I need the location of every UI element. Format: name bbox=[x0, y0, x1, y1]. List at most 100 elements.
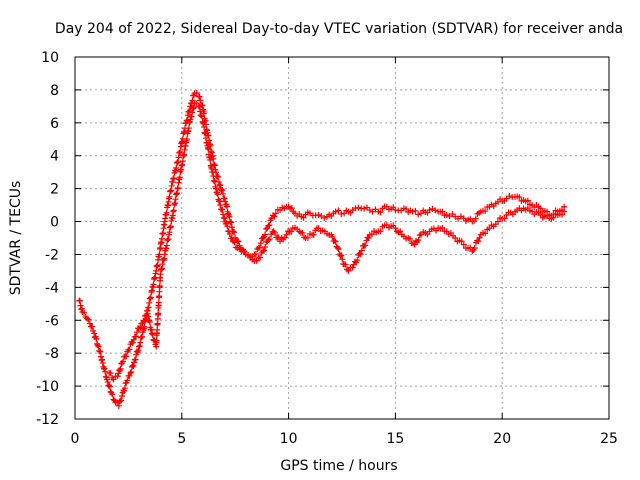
data-point bbox=[257, 254, 264, 261]
data-point bbox=[377, 209, 384, 216]
data-point bbox=[99, 360, 106, 367]
data-point bbox=[216, 197, 223, 204]
x-tick-label: 20 bbox=[493, 431, 511, 447]
chart-title: Day 204 of 2022, Sidereal Day-to-day VTE… bbox=[55, 21, 623, 37]
data-point bbox=[270, 228, 277, 235]
data-point bbox=[163, 242, 170, 249]
data-point bbox=[432, 207, 439, 214]
data-point bbox=[197, 97, 204, 104]
data-point bbox=[93, 335, 100, 342]
data-point bbox=[102, 368, 109, 375]
data-point bbox=[139, 333, 146, 340]
data-point bbox=[214, 191, 221, 198]
data-point bbox=[321, 214, 328, 221]
data-point bbox=[338, 252, 345, 259]
data-point bbox=[127, 369, 134, 376]
data-point bbox=[170, 175, 177, 182]
data-point bbox=[205, 146, 212, 153]
data-point bbox=[99, 356, 106, 363]
data-point bbox=[147, 294, 154, 301]
data-point bbox=[163, 209, 170, 216]
data-point bbox=[406, 235, 413, 242]
data-point bbox=[335, 245, 342, 252]
data-point bbox=[220, 211, 227, 218]
data-point bbox=[110, 396, 117, 403]
data-point bbox=[106, 383, 113, 390]
y-tick-label: 6 bbox=[50, 116, 59, 132]
data-point bbox=[288, 205, 295, 212]
data-point bbox=[315, 225, 322, 232]
data-point bbox=[170, 175, 177, 182]
data-point bbox=[332, 238, 339, 245]
y-tick-label: 10 bbox=[41, 50, 59, 66]
data-point bbox=[129, 339, 136, 346]
data-point bbox=[91, 330, 98, 337]
data-point bbox=[109, 391, 116, 398]
data-point bbox=[156, 283, 163, 290]
data-point bbox=[81, 309, 88, 316]
data-point bbox=[118, 397, 125, 404]
x-tick-label: 5 bbox=[177, 431, 186, 447]
data-point bbox=[201, 123, 208, 130]
data-point bbox=[354, 257, 361, 264]
data-point bbox=[469, 248, 476, 255]
data-point bbox=[271, 229, 278, 236]
data-point bbox=[439, 208, 446, 215]
data-point bbox=[190, 105, 197, 112]
data-point bbox=[377, 228, 384, 235]
data-point bbox=[216, 181, 223, 188]
data-point bbox=[97, 348, 104, 355]
data-point bbox=[334, 244, 341, 251]
y-tick-label: -2 bbox=[45, 247, 59, 263]
data-point bbox=[104, 379, 111, 386]
data-point bbox=[357, 251, 364, 258]
data-point bbox=[146, 318, 153, 325]
data-point bbox=[198, 113, 205, 120]
data-point bbox=[193, 100, 200, 107]
data-point bbox=[217, 202, 224, 209]
data-point bbox=[439, 224, 446, 231]
data-point bbox=[156, 251, 163, 258]
data-point bbox=[365, 234, 372, 241]
data-point bbox=[155, 299, 162, 306]
data-point bbox=[228, 219, 235, 226]
data-point bbox=[257, 240, 264, 247]
data-point bbox=[362, 242, 369, 249]
data-point bbox=[266, 236, 273, 243]
data-point bbox=[76, 297, 83, 304]
data-point bbox=[358, 247, 365, 254]
x-axis-label: GPS time / hours bbox=[280, 458, 397, 474]
data-point bbox=[283, 231, 290, 238]
y-tick-label: 0 bbox=[50, 215, 59, 231]
data-point bbox=[110, 376, 117, 383]
data-point bbox=[154, 326, 161, 333]
y-tick-label: -12 bbox=[36, 412, 59, 428]
data-point bbox=[148, 330, 155, 337]
data-point bbox=[106, 382, 113, 389]
data-point bbox=[126, 372, 133, 379]
data-point bbox=[339, 256, 346, 263]
data-point bbox=[173, 165, 180, 172]
data-point bbox=[136, 325, 143, 332]
data-point bbox=[154, 262, 161, 269]
data-point bbox=[115, 402, 122, 409]
y-tick-label: 8 bbox=[50, 83, 59, 99]
grid-lines bbox=[75, 57, 609, 419]
x-tick-label: 0 bbox=[71, 431, 80, 447]
data-point bbox=[196, 103, 203, 110]
data-point bbox=[221, 215, 228, 222]
data-point bbox=[184, 112, 191, 119]
data-point bbox=[132, 333, 139, 340]
data-point bbox=[475, 238, 482, 245]
data-point bbox=[331, 237, 338, 244]
x-tick-label: 15 bbox=[386, 431, 404, 447]
data-point bbox=[460, 241, 467, 248]
data-point bbox=[222, 198, 229, 205]
y-axis-label: SDTVAR / TECUs bbox=[8, 181, 24, 296]
data-point bbox=[193, 89, 200, 96]
data-point bbox=[262, 231, 269, 238]
data-point bbox=[482, 230, 489, 237]
data-point bbox=[253, 257, 260, 264]
